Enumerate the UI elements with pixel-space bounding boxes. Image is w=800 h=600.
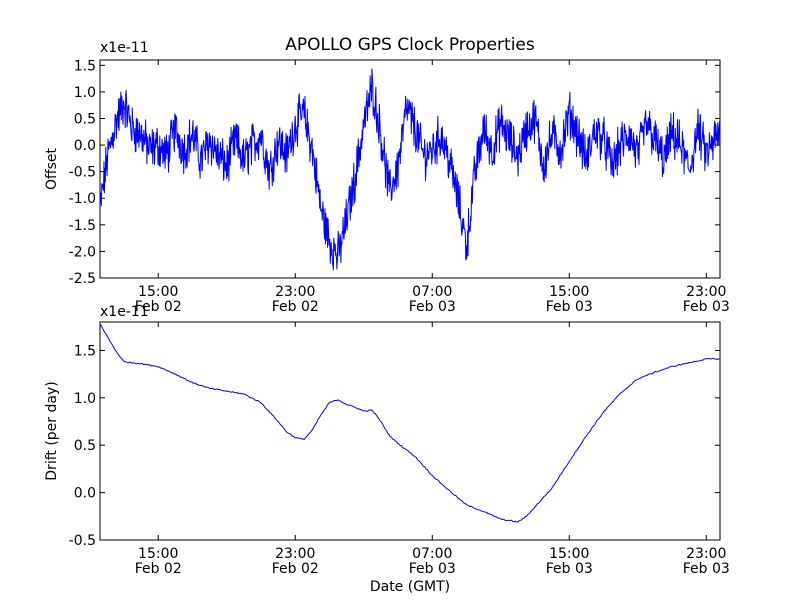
x-axis-label: Date (GMT)	[370, 579, 450, 595]
offset-y-tick-label: 1.0	[74, 85, 96, 101]
offset-scale-label: x1e-11	[100, 40, 149, 56]
drift-y-ticks: 1.5 1.0 0.5 0.0 -0.5	[69, 343, 720, 549]
offset-x-tick-time: 23:00	[275, 284, 315, 300]
offset-x-tick-date: Feb 03	[546, 299, 593, 315]
offset-y-tick-label: -1.0	[69, 191, 96, 207]
offset-x-tick-time: 07:00	[412, 284, 452, 300]
drift-x-tick-date: Feb 03	[546, 561, 593, 577]
offset-y-tick-label: -2.5	[69, 271, 96, 287]
drift-x-tick-time: 07:00	[412, 546, 452, 562]
drift-x-tick-time: 15:00	[138, 546, 178, 562]
offset-series	[99, 68, 721, 271]
drift-series	[99, 323, 720, 523]
drift-y-tick-label: 0.0	[74, 486, 96, 502]
drift-y-tick-label: -0.5	[69, 533, 96, 549]
offset-x-tick-date: Feb 02	[135, 299, 182, 315]
drift-panel: Drift (per day) x1e-11 1.51.00.50.0-0.5 …	[44, 304, 730, 577]
drift-x-tick-date: Feb 03	[409, 561, 456, 577]
offset-x-tick-date: Feb 03	[683, 299, 730, 315]
offset-y-ticks: 1.5 1.0 0.5 0.0 -0.5 -1.0 -1.5 -2.0 -2.5	[69, 58, 720, 287]
drift-x-tick-date: Feb 02	[135, 561, 182, 577]
drift-x-tick-time: 23:00	[686, 546, 726, 562]
drift-x-tick-date: Feb 03	[683, 561, 730, 577]
offset-y-tick-label: 0.5	[74, 111, 96, 127]
offset-y-tick-label: 0.0	[74, 138, 96, 154]
offset-panel: Offset x1e-11 1.5 1.0 0.5 0.0 -0.5 -1.0 -1.5 -2…	[44, 40, 730, 315]
offset-x-tick-date: Feb 03	[409, 299, 456, 315]
drift-y-tick-label: 1.5	[74, 343, 96, 359]
offset-y-axis-label: Offset	[44, 147, 60, 190]
offset-plot-frame	[99, 59, 721, 279]
drift-x-tick-time: 23:00	[275, 546, 315, 562]
offset-x-tick-time: 15:00	[138, 284, 178, 300]
offset-y-tick-label: -1.5	[69, 218, 96, 234]
offset-x-tick-time: 23:00	[686, 284, 726, 300]
drift-x-tick-date: Feb 02	[272, 561, 319, 577]
offset-y-tick-label: 1.5	[74, 58, 96, 74]
drift-y-axis-label: Drift (per day)	[44, 381, 60, 480]
offset-y-tick-label: -2.0	[69, 244, 96, 260]
drift-series-line	[99, 323, 720, 523]
drift-x-tick-time: 15:00	[549, 546, 589, 562]
drift-y-tick-label: 0.5	[74, 438, 96, 454]
chart-title: APOLLO GPS Clock Properties	[285, 35, 535, 55]
drift-scale-label: x1e-11	[100, 304, 149, 320]
offset-y-tick-label: -0.5	[69, 165, 96, 181]
offset-series-line	[99, 68, 721, 271]
offset-x-tick-date: Feb 02	[272, 299, 319, 315]
drift-plot-frame	[99, 321, 721, 541]
drift-y-tick-label: 1.0	[74, 391, 96, 407]
offset-x-tick-time: 15:00	[549, 284, 589, 300]
